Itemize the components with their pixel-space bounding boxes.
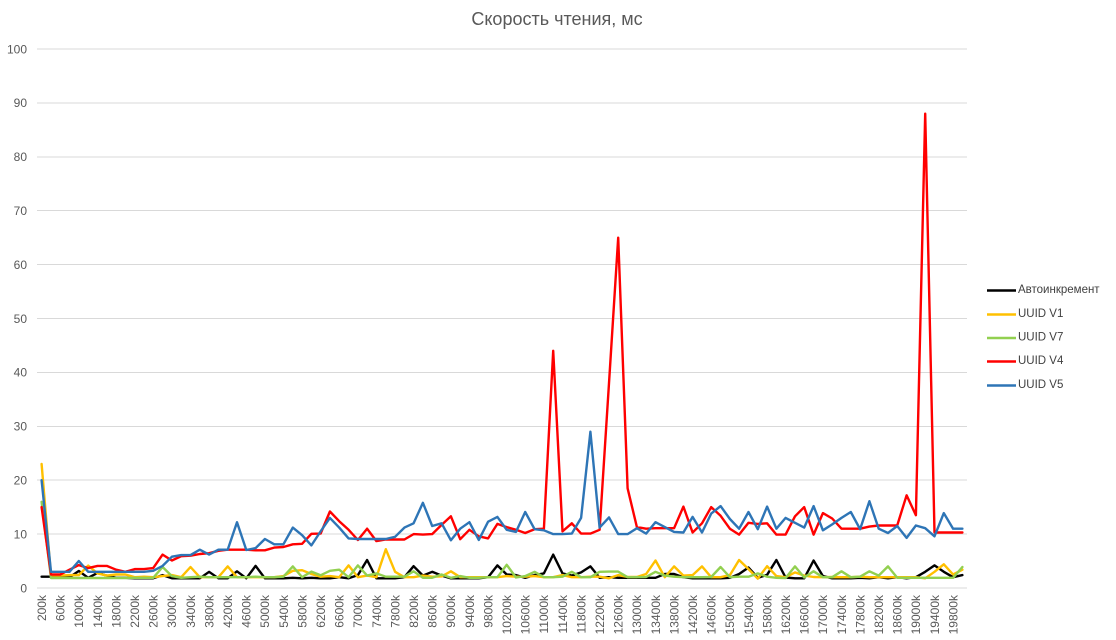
svg-text:7000k: 7000k: [351, 594, 365, 628]
svg-text:50: 50: [14, 312, 28, 326]
svg-text:5400k: 5400k: [277, 594, 291, 628]
svg-text:0: 0: [20, 581, 27, 595]
svg-text:2600k: 2600k: [147, 594, 161, 628]
svg-text:11400k: 11400k: [556, 594, 570, 633]
svg-text:3000k: 3000k: [165, 594, 179, 628]
svg-text:14200k: 14200k: [686, 594, 700, 634]
svg-text:UUID V5: UUID V5: [1018, 379, 1063, 391]
svg-text:2200k: 2200k: [128, 594, 142, 628]
svg-text:1800k: 1800k: [109, 594, 123, 628]
svg-text:UUID V7: UUID V7: [1018, 332, 1063, 344]
svg-text:16200k: 16200k: [779, 594, 793, 634]
svg-text:5000k: 5000k: [258, 594, 272, 628]
svg-text:11000k: 11000k: [537, 594, 551, 633]
svg-text:10600k: 10600k: [519, 594, 533, 634]
svg-text:15800k: 15800k: [760, 594, 774, 634]
svg-text:4600k: 4600k: [240, 594, 254, 628]
svg-text:10200k: 10200k: [500, 594, 514, 634]
svg-text:7800k: 7800k: [388, 594, 402, 628]
svg-text:12600k: 12600k: [612, 594, 626, 634]
svg-text:17800k: 17800k: [853, 594, 867, 634]
svg-text:10: 10: [14, 527, 28, 541]
svg-text:8200k: 8200k: [407, 594, 421, 628]
svg-text:3800k: 3800k: [202, 594, 216, 628]
svg-text:4200k: 4200k: [221, 594, 235, 628]
svg-text:19000k: 19000k: [909, 594, 923, 634]
svg-text:18200k: 18200k: [872, 594, 886, 634]
svg-text:1000k: 1000k: [72, 594, 86, 628]
svg-text:15000k: 15000k: [723, 594, 737, 634]
svg-text:600k: 600k: [54, 594, 68, 621]
svg-text:70: 70: [14, 204, 28, 218]
svg-text:200k: 200k: [35, 594, 49, 621]
svg-text:11800k: 11800k: [574, 594, 588, 633]
svg-text:9400k: 9400k: [463, 594, 477, 628]
svg-text:100: 100: [7, 42, 27, 56]
svg-text:90: 90: [14, 96, 28, 110]
svg-text:5800k: 5800k: [295, 594, 309, 628]
svg-text:Скорость чтения, мс: Скорость чтения, мс: [471, 9, 642, 29]
svg-text:13000k: 13000k: [630, 594, 644, 634]
svg-text:9000k: 9000k: [444, 594, 458, 628]
svg-text:Автоинкремент: Автоинкремент: [1018, 284, 1100, 296]
svg-text:17400k: 17400k: [835, 594, 849, 634]
svg-text:40: 40: [14, 366, 28, 380]
svg-text:80: 80: [14, 150, 28, 164]
svg-text:1400k: 1400k: [91, 594, 105, 628]
svg-text:UUID V1: UUID V1: [1018, 308, 1063, 320]
svg-text:12200k: 12200k: [593, 594, 607, 634]
svg-text:19800k: 19800k: [946, 594, 960, 634]
svg-text:6200k: 6200k: [314, 594, 328, 628]
svg-text:3400k: 3400k: [184, 594, 198, 628]
svg-text:13800k: 13800k: [667, 594, 681, 634]
svg-text:20: 20: [14, 474, 28, 488]
svg-text:15400k: 15400k: [742, 594, 756, 634]
svg-text:16600k: 16600k: [798, 594, 812, 634]
svg-text:60: 60: [14, 258, 28, 272]
svg-text:6600k: 6600k: [333, 594, 347, 628]
svg-text:7400k: 7400k: [370, 594, 384, 628]
svg-text:9800k: 9800k: [481, 594, 495, 628]
svg-text:19400k: 19400k: [928, 594, 942, 634]
svg-text:13400k: 13400k: [649, 594, 663, 634]
svg-text:18600k: 18600k: [891, 594, 905, 634]
svg-text:14600k: 14600k: [705, 594, 719, 634]
svg-text:8600k: 8600k: [426, 594, 440, 628]
svg-text:17000k: 17000k: [816, 594, 830, 634]
svg-text:UUID V4: UUID V4: [1018, 355, 1064, 367]
svg-text:30: 30: [14, 420, 28, 434]
